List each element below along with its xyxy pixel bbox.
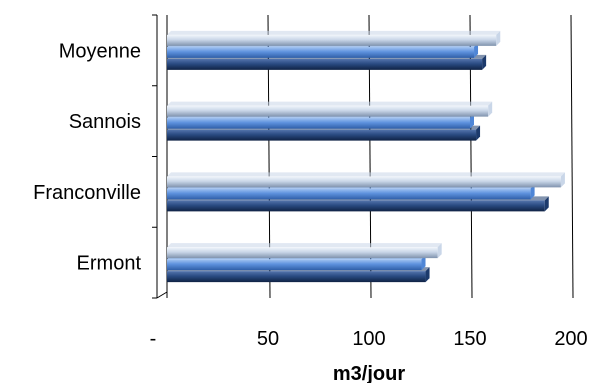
bar-body — [167, 117, 470, 129]
bar-end-cap — [470, 113, 474, 129]
bar-body — [167, 58, 483, 70]
x-tick-label: 50 — [257, 328, 279, 350]
bar-top-face — [167, 30, 501, 35]
category-label: Sannois — [69, 111, 141, 133]
floor-edge — [156, 291, 168, 299]
x-axis-title: m3/jour — [333, 363, 405, 383]
bar-end-cap — [421, 255, 426, 271]
x-tick-label: - — [150, 328, 157, 350]
category-label: Moyenne — [59, 40, 141, 62]
bar-end-cap — [530, 184, 535, 200]
bar-end-cap — [496, 30, 501, 46]
bar-top-face — [167, 172, 565, 177]
bar-end-cap — [474, 42, 479, 58]
bar-top-face — [167, 101, 493, 106]
bar-sannois-s2 — [167, 101, 493, 117]
category-label: Franconville — [33, 182, 141, 204]
bar-moyenne-s2 — [167, 30, 501, 46]
x-tick-label: 200 — [554, 328, 587, 350]
bar-body — [167, 259, 422, 271]
bar-body — [167, 129, 477, 141]
bar-body — [167, 271, 426, 283]
bar-body — [167, 34, 497, 46]
bar-body — [167, 188, 531, 200]
labels: Ermont Franconville Sannois Moyenne - 50 100 15… — [33, 40, 588, 383]
bar-body — [167, 46, 475, 58]
gridline — [570, 14, 574, 299]
x-tick-label: 100 — [352, 328, 385, 350]
bar-franconville-s2 — [167, 172, 565, 188]
bar-end-cap — [425, 267, 430, 283]
bar-top-face — [167, 243, 442, 248]
x-tick-label: 150 — [453, 328, 486, 350]
bar-body — [167, 247, 438, 259]
bar-body — [167, 105, 489, 117]
bar-body — [167, 176, 561, 188]
bar-end-cap — [560, 172, 565, 188]
bar-ermont-s2 — [167, 243, 442, 259]
category-label: Ermont — [77, 253, 142, 275]
bar-body — [167, 200, 545, 212]
bar-end-cap — [544, 196, 549, 212]
bar-end-cap — [476, 125, 481, 141]
bar-end-cap — [437, 243, 442, 259]
axes — [152, 14, 168, 299]
bars — [167, 30, 565, 283]
bar-end-cap — [488, 101, 493, 117]
bar-end-cap — [482, 54, 487, 70]
